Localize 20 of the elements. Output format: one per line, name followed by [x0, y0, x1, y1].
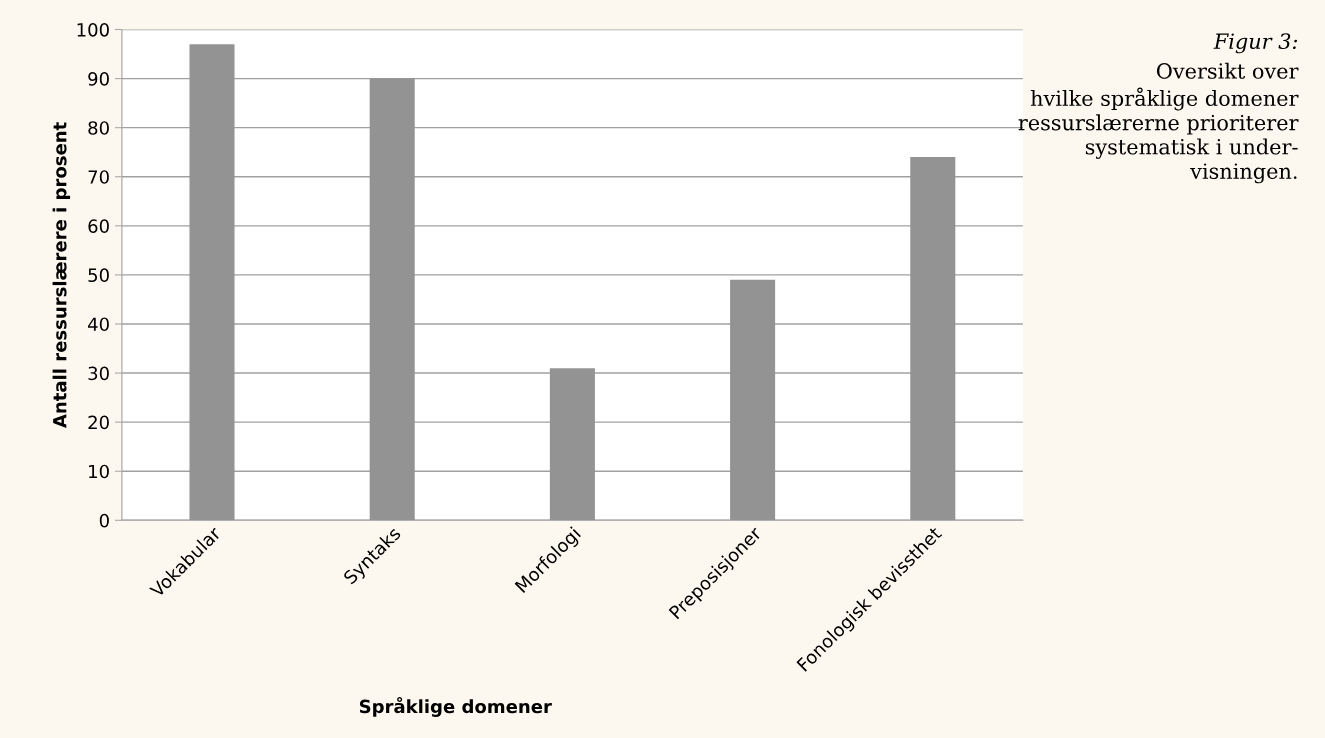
bar — [369, 78, 415, 521]
y-tick-label: 10 — [89, 464, 109, 479]
y-tick-label: 100 — [77, 22, 109, 37]
bar — [549, 368, 595, 521]
y-tick-label: 30 — [88, 366, 109, 381]
y-axis-title: Antall ressurslærere i prosent — [52, 122, 71, 428]
y-tick-label: 90 — [88, 72, 109, 86]
bar — [189, 44, 235, 521]
bar — [730, 279, 776, 521]
y-tick-label: 40 — [88, 317, 109, 332]
text: Figur 3: — [1213, 33, 1298, 54]
bar — [910, 157, 956, 521]
y-tick-label: 60 — [88, 219, 109, 233]
y-tick-label: 70 — [88, 170, 109, 184]
text: Oversikt over hvilke språklige domener ressurslærerne prioriterer systematisk i under- visningen. — [1018, 62, 1299, 184]
x-axis-title: Språklige domener — [359, 696, 552, 717]
y-tick-label: 50 — [88, 268, 109, 283]
y-tick-label: 20 — [88, 415, 109, 430]
y-tick-label: 0 — [99, 513, 109, 528]
y-tick-label: 80 — [88, 121, 109, 135]
